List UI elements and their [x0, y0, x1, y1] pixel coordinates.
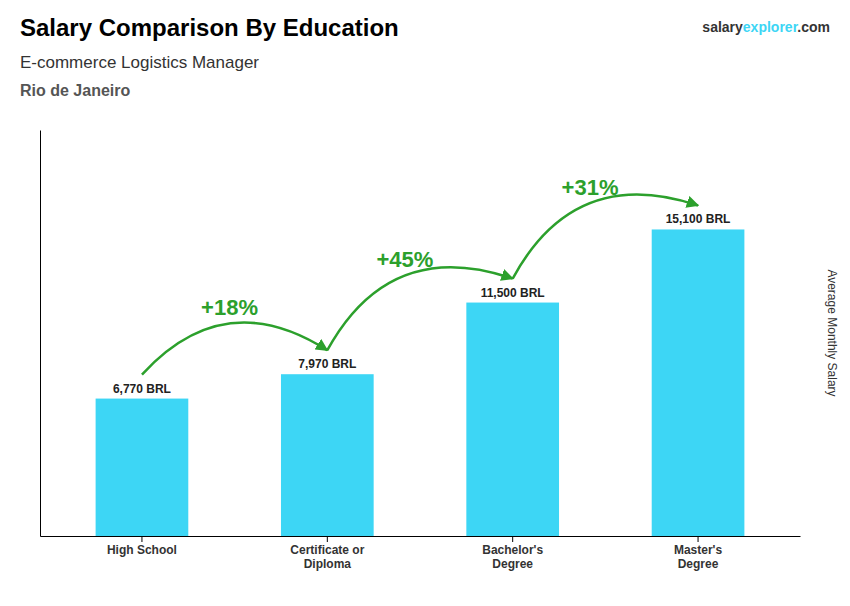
x-tick-mark — [512, 536, 513, 542]
y-axis — [40, 131, 41, 537]
x-tick-label-line: Bachelor's — [482, 543, 543, 557]
x-tick-label: Master'sDegree — [674, 543, 723, 571]
source: salaryexplorer.com — [702, 19, 830, 35]
bar — [281, 374, 374, 536]
data-label: 11,500 BRL — [481, 286, 545, 300]
title: Salary Comparison By Education — [20, 14, 399, 41]
y-axis-line — [40, 131, 41, 537]
annotation: +45% — [377, 247, 434, 272]
data-label: 6,770 BRL — [113, 382, 171, 396]
source-part: .com — [797, 19, 830, 35]
x-tick-mark — [698, 536, 699, 542]
x-tick-label: Certificate orDiploma — [290, 543, 364, 571]
annotation: +18% — [201, 295, 258, 320]
x-tick-label-line: High School — [107, 543, 177, 557]
data-label: 7,970 BRL — [298, 357, 356, 371]
bars — [96, 229, 745, 536]
source-part: explorer — [743, 19, 799, 35]
x-tick-mark — [141, 536, 142, 542]
x-tick-label: High School — [107, 543, 177, 557]
y-label: Average Monthly Salary — [825, 269, 839, 396]
x-tick: High School — [107, 536, 177, 557]
x-tick: Certificate orDiploma — [290, 536, 364, 571]
x-tick-label-line: Diploma — [304, 557, 352, 571]
x-tick: Bachelor'sDegree — [482, 536, 543, 571]
x-axis-line — [41, 536, 801, 537]
data-label: 15,100 BRL — [666, 212, 731, 226]
arrow — [513, 195, 698, 279]
x-tick-mark — [327, 536, 328, 542]
chart: Salary Comparison By Education E-commerce… — [0, 0, 850, 606]
bar — [652, 229, 745, 536]
x-tick-label: Bachelor'sDegree — [482, 543, 543, 571]
subtitle: Rio de Janeiro — [20, 82, 130, 99]
bar — [96, 399, 189, 536]
bar — [466, 303, 559, 536]
x-tick-label-line: Degree — [678, 557, 719, 571]
x-tick-label-line: Master's — [674, 543, 723, 557]
x-tick-label-line: Certificate or — [290, 543, 364, 557]
arrow — [327, 267, 512, 350]
annotations: +18% +45% +31% — [142, 175, 698, 374]
x-tick-label-line: Degree — [492, 557, 533, 571]
annotation: +31% — [562, 175, 619, 200]
x-axis: High School Certificate orDiploma Bachelor… — [41, 536, 801, 571]
x-tick: Master'sDegree — [674, 536, 723, 571]
data-labels: 6,770 BRL 7,970 BRL 11,500 BRL 15,100 BRL — [113, 212, 730, 395]
source-part: salary — [702, 19, 743, 35]
subtitle: E-commerce Logistics Manager — [20, 53, 259, 72]
arrow — [142, 323, 327, 375]
